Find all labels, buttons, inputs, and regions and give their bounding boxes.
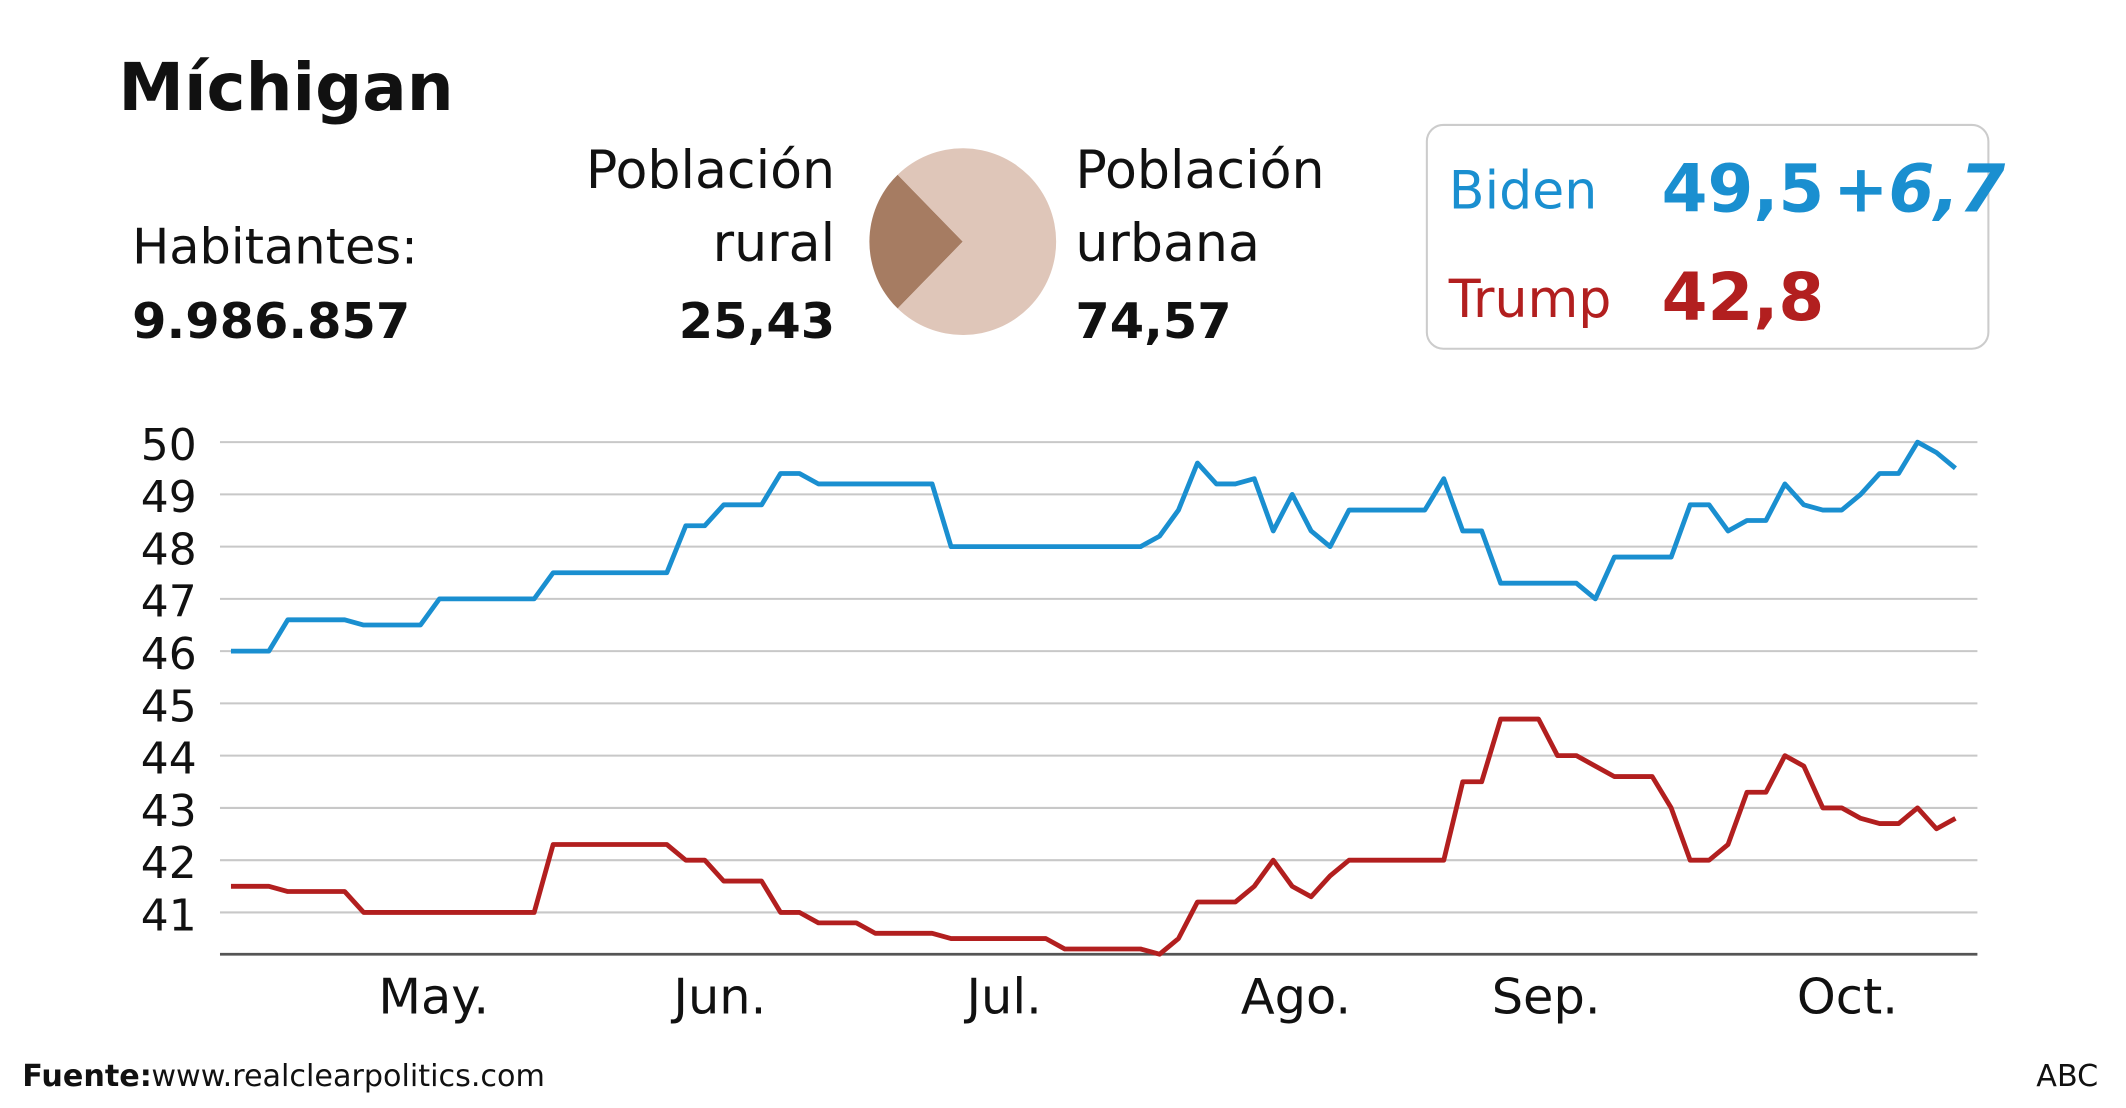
pie-category-line: urbana xyxy=(1075,214,1260,274)
pie-value: 25,43 xyxy=(679,292,835,350)
y-tick-label: 41 xyxy=(141,890,197,941)
title: Míchigan xyxy=(118,49,453,126)
results-box xyxy=(1425,123,1990,350)
x-tick-label: Jun. xyxy=(670,967,766,1025)
pie-category: Población urbana xyxy=(1075,141,1324,274)
y-tick-label: 50 xyxy=(141,420,197,471)
y-tick-label: 48 xyxy=(141,524,197,575)
x-tick-label: Sep. xyxy=(1492,967,1601,1025)
y-tick-label: 46 xyxy=(141,629,197,680)
x-tick-label: Oct. xyxy=(1797,967,1898,1025)
y-tick-label: 44 xyxy=(141,734,197,785)
population-value: 9.986.857 xyxy=(132,292,410,350)
candidate-lead: +6,7 xyxy=(1833,150,2005,227)
pie-category: Población rural xyxy=(586,141,835,274)
candidate-value: 49,5 xyxy=(1662,150,1825,227)
pie-category-line: Población xyxy=(586,141,835,201)
pie-category-line: rural xyxy=(713,214,835,274)
x-tick-label: Jul. xyxy=(963,967,1041,1025)
population-label: Habitantes: xyxy=(132,218,418,276)
x-tick-label: May. xyxy=(378,967,489,1025)
candidate-value: 42,8 xyxy=(1662,259,1825,336)
candidate-name: Trump xyxy=(1448,270,1612,330)
source: www.realclearpolitics.com xyxy=(151,1059,545,1094)
pie-category-line: Población xyxy=(1075,141,1324,201)
pie-slice xyxy=(869,174,963,309)
y-tick-label: 45 xyxy=(141,681,197,732)
y-tick-label: 47 xyxy=(141,577,197,628)
pie-slice xyxy=(897,148,1057,336)
series-line xyxy=(230,716,1957,957)
pie-value: 74,57 xyxy=(1075,292,1231,350)
candidate-name: Biden xyxy=(1449,162,1598,222)
y-tick-label: 49 xyxy=(141,472,197,523)
credit: ABC xyxy=(2036,1059,2098,1094)
source-label: Fuente: xyxy=(22,1059,152,1094)
x-tick-label: Ago. xyxy=(1241,967,1351,1025)
y-tick-label: 43 xyxy=(141,786,197,837)
y-tick-label: 42 xyxy=(141,838,197,889)
series-line xyxy=(230,439,1957,654)
